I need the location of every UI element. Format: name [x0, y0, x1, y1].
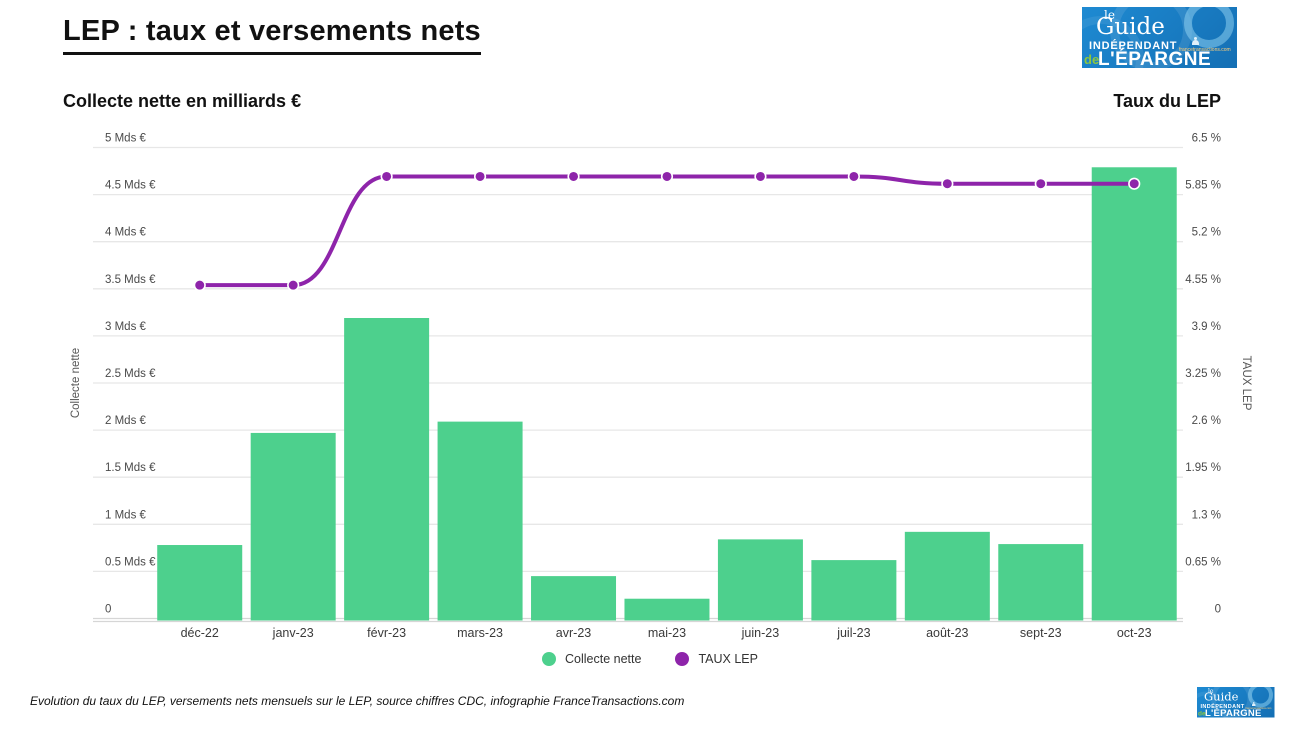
taux-line — [197, 174, 1137, 288]
y-axis-tick-right: 5.2 % — [1192, 227, 1221, 239]
x-axis-label: mars-23 — [457, 626, 503, 640]
left-axis-heading: Collecte nette en milliards € — [63, 91, 302, 111]
y-axis-tick-right: 1.3 % — [1192, 509, 1221, 521]
y-axis-tick-left: 2.5 Mds € — [105, 368, 156, 380]
source-caption: Evolution du taux du LEP, versements net… — [30, 694, 685, 708]
line-point-mars-23 — [473, 170, 487, 183]
person-icon — [1192, 37, 1199, 45]
line-point-avr-23 — [567, 170, 580, 183]
logo-text-epargne: L'ÉPARGNE — [1205, 708, 1262, 718]
logo-text-independant: INDÉPENDANT — [1089, 40, 1178, 52]
y-axis-tick-left: 0 — [105, 604, 111, 616]
left-axis-title: Collecte nette — [70, 348, 82, 418]
logo-text-guide: Guide — [1096, 14, 1165, 40]
y-axis-tick-left: 4.5 Mds € — [105, 180, 156, 192]
bar-mars-23 — [437, 421, 523, 621]
y-axis-tick-left: 4 Mds € — [105, 227, 147, 239]
y-axis-tick-right: 3.9 % — [1192, 321, 1221, 333]
page-title: LEP : taux et versements nets — [63, 15, 481, 55]
line-point-juil-23 — [847, 170, 860, 183]
bar-mai-23 — [624, 598, 710, 621]
person-icon — [1252, 702, 1256, 706]
legend-dot — [675, 652, 690, 666]
x-axis-label: déc-22 — [181, 626, 219, 640]
legend-label: Collecte nette — [565, 652, 642, 666]
logo-circle-decoration — [1197, 691, 1228, 718]
x-axis-label: mai-23 — [648, 626, 686, 640]
x-axis-label: oct-23 — [1117, 626, 1152, 640]
y-axis-tick-right: 4.55 % — [1185, 274, 1221, 286]
bar-juil-23 — [811, 560, 897, 621]
y-axis-tick-right: 6.5 % — [1192, 133, 1221, 145]
right-axis-title: TAUX LEP — [1240, 356, 1252, 411]
chart-legend: Collecte nette TAUX LEP — [0, 652, 1300, 666]
y-axis-tick-left: 1.5 Mds € — [105, 462, 156, 474]
x-axis-label: sept-23 — [1020, 626, 1062, 640]
legend-item-collecte: Collecte nette — [542, 652, 641, 666]
line-point-juin-23 — [754, 170, 767, 183]
logo-text-de: de — [1084, 52, 1100, 67]
line-point-août-23 — [941, 177, 954, 190]
logo-circle-decoration — [1184, 7, 1234, 48]
brand-logo-small: le Guide INDÉPENDANT francetransactions.… — [1197, 687, 1275, 718]
y-axis-tick-right: 2.6 % — [1192, 415, 1221, 427]
bar-oct-23 — [1091, 167, 1177, 621]
bar-août-23 — [904, 531, 990, 621]
y-axis-tick-left: 3 Mds € — [105, 321, 147, 333]
logo-circle-decoration — [1082, 16, 1144, 68]
bar-janv-23 — [250, 432, 336, 621]
y-axis-tick-right: 0.65 % — [1185, 556, 1221, 568]
y-axis-tick-right: 3.25 % — [1185, 368, 1221, 380]
legend-item-taux: TAUX LEP — [675, 652, 758, 666]
logo-circle-decoration — [1248, 687, 1273, 708]
x-axis-label: juil-23 — [836, 626, 870, 640]
line-point-janv-23 — [287, 279, 300, 292]
line-point-sept-23 — [1034, 177, 1047, 190]
x-axis-label: févr-23 — [367, 626, 406, 640]
line-point-déc-22 — [193, 279, 206, 292]
bar-févr-23 — [344, 318, 430, 621]
logo-text-de: de — [1198, 709, 1206, 718]
bar-avr-23 — [531, 576, 617, 621]
y-axis-tick-right: 1.95 % — [1185, 462, 1221, 474]
y-axis-tick-left: 0.5 Mds € — [105, 556, 156, 568]
y-axis-tick-right: 0 — [1215, 604, 1221, 616]
y-axis-tick-left: 5 Mds € — [105, 133, 147, 145]
bar-sept-23 — [998, 544, 1084, 621]
x-axis-label: janv-23 — [272, 626, 314, 640]
line-point-mai-23 — [660, 170, 674, 183]
y-axis-tick-left: 2 Mds € — [105, 415, 147, 427]
logo-text-le: le — [1208, 687, 1214, 695]
logo-text-epargne: L'ÉPARGNE — [1098, 49, 1212, 68]
logo-text-guide: Guide — [1204, 690, 1239, 704]
logo-text-le: le — [1104, 8, 1115, 22]
legend-label: TAUX LEP — [698, 652, 758, 666]
y-axis-tick-right: 5.85 % — [1185, 180, 1221, 192]
logo-text-independant: INDÉPENDANT — [1200, 703, 1245, 710]
bar-déc-22 — [157, 545, 243, 621]
line-point-oct-23 — [1128, 177, 1141, 190]
legend-dot — [542, 652, 557, 666]
right-axis-heading: Taux du LEP — [1113, 91, 1221, 111]
x-axis-label: août-23 — [926, 626, 968, 640]
y-axis-tick-left: 1 Mds € — [105, 509, 147, 521]
brand-logo: le Guide INDÉPENDANT francetransactions.… — [1082, 7, 1237, 68]
x-axis-label: juin-23 — [741, 626, 780, 640]
y-axis-tick-left: 3.5 Mds € — [105, 274, 156, 286]
logo-text-site: francetransactions.com — [1179, 47, 1231, 53]
x-axis-label: avr-23 — [556, 626, 591, 640]
logo-text-site: francetransactions.com — [1245, 707, 1272, 710]
bar-juin-23 — [717, 539, 803, 621]
line-point-févr-23 — [380, 170, 393, 183]
